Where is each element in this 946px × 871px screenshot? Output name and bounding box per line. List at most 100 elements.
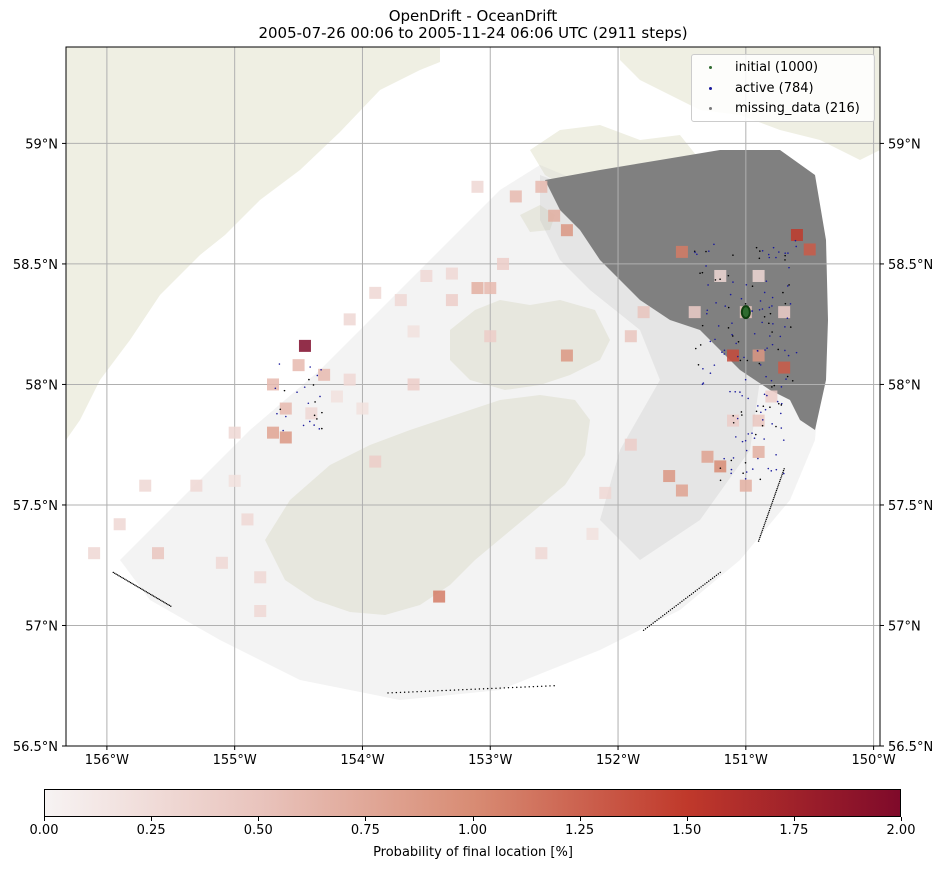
active-particle [773, 384, 776, 387]
active-particle [699, 344, 702, 346]
active-particle [786, 285, 789, 287]
probability-cell [599, 486, 612, 499]
stranded-particle [761, 529, 764, 531]
latitude-ticks: 59°N 59°N 58.5°N 58.5°N 58°N 58°N 57.5°N 57.5°N… [13, 137, 933, 755]
probability-cell [637, 306, 650, 319]
active-particle [309, 366, 311, 368]
probability-cell [139, 479, 152, 492]
active-particle [760, 411, 762, 414]
lat-tick-label-left: 56.5°N [13, 740, 58, 755]
active-particle [779, 335, 782, 338]
stranded-particle [536, 685, 539, 688]
active-particle [795, 245, 797, 248]
lon-tick-label: 150°W [852, 753, 896, 768]
stranded-particle [778, 480, 781, 483]
stranded-particle [673, 606, 675, 608]
stranded-particle [387, 692, 389, 694]
active-particle [731, 335, 734, 337]
stranded-particle [453, 689, 456, 691]
probability-cell [688, 306, 701, 319]
active-particle [795, 351, 798, 354]
active-particle [761, 424, 764, 427]
stranded-particle [164, 602, 166, 604]
stranded-particle [148, 592, 150, 595]
active-particle [741, 414, 743, 416]
active-particle [736, 417, 739, 420]
probability-cell [330, 390, 343, 403]
legend-label-missing-data: missing_data (216) [735, 101, 860, 116]
probability-cell [624, 438, 637, 451]
stranded-particle [677, 603, 679, 605]
active-particle [307, 402, 310, 405]
active-particle [729, 390, 731, 393]
stranded-particle [116, 574, 119, 576]
stranded-particle [757, 540, 760, 542]
stranded-particle [152, 595, 155, 597]
stranded-particle [683, 599, 685, 601]
stranded-particle [766, 516, 768, 519]
active-particle [765, 375, 767, 378]
active-particle [309, 420, 311, 423]
active-particle [787, 252, 789, 254]
stranded-particle [764, 522, 766, 524]
probability-cell [714, 269, 727, 282]
active-particle [701, 383, 704, 386]
probability-cell [394, 294, 407, 307]
stranded-particle [424, 690, 427, 693]
active-particle [730, 472, 732, 475]
active-particle [755, 246, 758, 249]
land-barren-islands [520, 205, 555, 232]
active-particle [714, 338, 716, 341]
stranded-particle [391, 692, 393, 694]
stranded-particle [766, 515, 769, 517]
stranded-particle [482, 688, 485, 690]
probability-cell [701, 450, 714, 463]
active-particle [732, 281, 734, 283]
lat-tick-label-right: 59°N [888, 137, 921, 152]
stranded-particle [700, 586, 702, 588]
stranded-particle [549, 685, 551, 687]
stranded-particle [777, 486, 779, 488]
probability-cell [215, 556, 228, 569]
active-particle [742, 472, 744, 475]
stranded-particle [759, 536, 761, 539]
stranded-particle [129, 581, 132, 584]
active-particle [751, 468, 754, 470]
stranded-particle [771, 500, 774, 503]
active-particle [302, 424, 305, 427]
stranded-particle [118, 575, 120, 577]
stranded-particle [770, 506, 772, 508]
stranded-particle [128, 581, 130, 583]
colorbar-tick-label: 1.00 [458, 823, 487, 838]
probability-cell [267, 378, 280, 391]
stranded-particle [708, 580, 710, 582]
probability-cell [407, 325, 420, 338]
stranded-particle [553, 685, 555, 687]
probability-cell [675, 245, 688, 258]
active-particle [784, 259, 786, 261]
active-particle [776, 400, 779, 403]
stranded-particle [114, 572, 116, 574]
active-particle [724, 305, 727, 307]
legend-label-initial: initial (1000) [735, 60, 819, 75]
active-particle [709, 372, 712, 374]
stranded-particle [780, 477, 782, 479]
stranded-particle [698, 587, 700, 590]
active-particle [780, 404, 783, 406]
stranded-particle [416, 691, 418, 693]
stranded-particle [773, 497, 775, 499]
stranded-particle [532, 685, 535, 688]
probability-cell [356, 402, 369, 415]
stranded-particle [775, 491, 777, 494]
active-particle [769, 312, 772, 315]
graticule [66, 47, 880, 746]
probability-cell [445, 267, 458, 280]
active-particle [788, 284, 790, 286]
active-particle [313, 424, 315, 426]
active-particle [732, 421, 735, 424]
probability-cell [752, 269, 765, 282]
stranded-particle [769, 507, 771, 510]
colorbar-tick-mark [793, 817, 795, 821]
stranded-particle [132, 583, 135, 585]
